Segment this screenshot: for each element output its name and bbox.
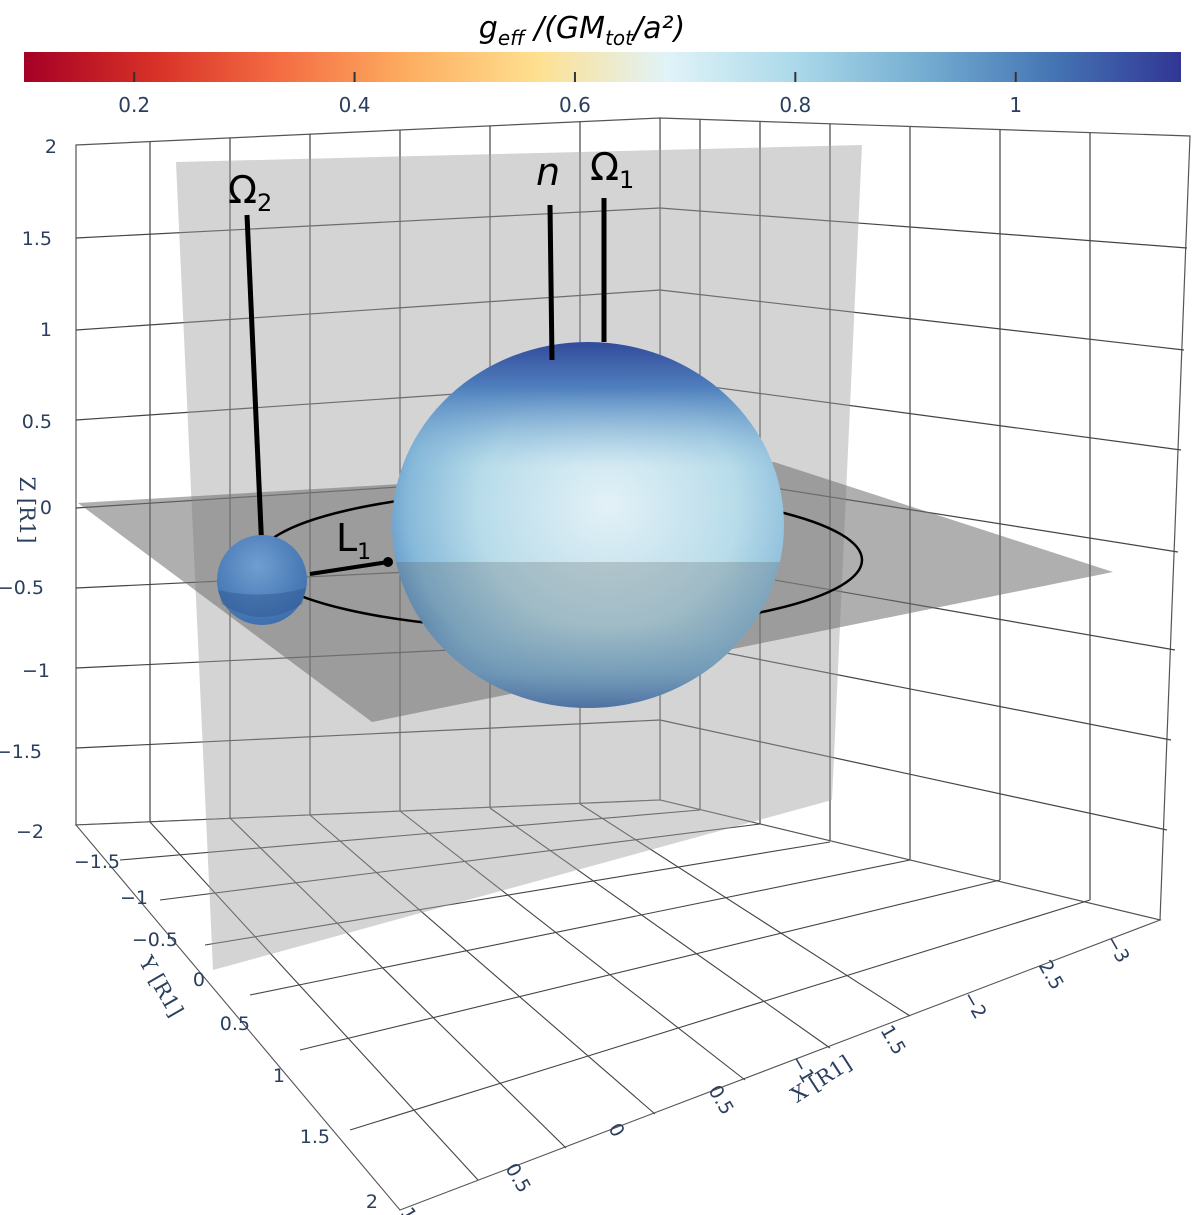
y-tick-label: −1 — [120, 887, 148, 909]
colorbar-tick-label: 0.8 — [779, 93, 811, 117]
y-tick-label: −1.5 — [74, 851, 120, 873]
colorbar: 0.2 0.4 0.6 0.8 1 geff /(GMtot/a²) — [24, 11, 1181, 117]
z-axis-title: Z [R1] — [15, 477, 39, 544]
z-tick-label: −2 — [16, 821, 44, 843]
y-axis-title: Y [R1] — [134, 951, 188, 1021]
l1-label: L1 — [336, 516, 371, 565]
secondary-star — [217, 535, 307, 625]
z-tick-label: −1.5 — [0, 741, 42, 763]
colorbar-ticks: 0.2 0.4 0.6 0.8 1 — [118, 72, 1022, 117]
z-tick-label: −0.5 — [0, 577, 44, 599]
colorbar-title: geff /(GMtot/a²) — [479, 11, 685, 50]
y-tick-label: 0 — [193, 969, 205, 991]
n-label: n — [536, 150, 560, 194]
z-tick-label: 0 — [40, 497, 52, 519]
colorbar-strip — [24, 52, 1181, 82]
l1-line — [309, 560, 389, 576]
y-tick-label: 1.5 — [300, 1126, 330, 1148]
z-axis-ticks: 2 1.5 1 0.5 0 −0.5 −1 −1.5 −2 — [0, 136, 57, 843]
colorbar-tick-label: 0.6 — [559, 93, 591, 117]
z-tick-label: −1 — [22, 660, 50, 682]
floor-grid — [74, 799, 1162, 1211]
y-tick-label: 2 — [366, 1191, 378, 1213]
omega2-label: Ω2 — [228, 168, 272, 217]
z-tick-label: 1.5 — [22, 228, 52, 250]
n-axis — [547, 204, 555, 361]
y-tick-label: 0.5 — [220, 1013, 250, 1035]
z-tick-label: 2 — [45, 136, 57, 158]
y-axis-ticks: −1.5−1 −0.5 0 0.5 1 1.5 2 — [74, 851, 378, 1213]
z-tick-label: 0.5 — [22, 411, 52, 433]
omega1-label: Ω1 — [590, 145, 634, 194]
y-tick-label: −0.5 — [132, 929, 178, 951]
z-tick-label: 1 — [40, 319, 52, 341]
x-tick-label: 1 — [396, 1204, 421, 1215]
colorbar-tick-label: 0.4 — [339, 93, 371, 117]
y-tick-label: 1 — [273, 1065, 285, 1087]
colorbar-tick-label: 0.2 — [118, 93, 150, 117]
omega2-axis — [244, 214, 265, 553]
colorbar-tick-label: 1 — [1009, 93, 1022, 117]
